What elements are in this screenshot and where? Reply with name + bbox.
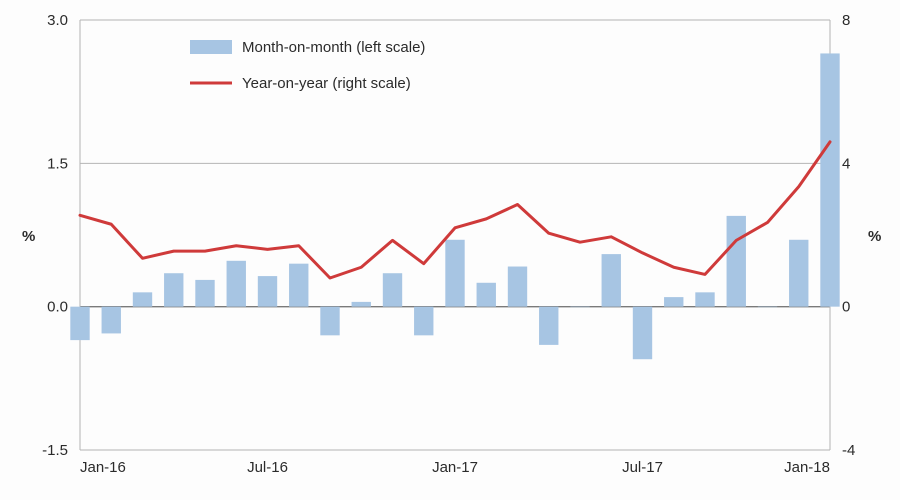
svg-text:%: %	[868, 228, 881, 245]
svg-text:Jul-16: Jul-16	[247, 459, 288, 476]
svg-text:%: %	[22, 228, 35, 245]
svg-text:-4: -4	[842, 442, 855, 459]
svg-text:Jan-18: Jan-18	[784, 459, 830, 476]
svg-text:0: 0	[842, 299, 850, 316]
svg-text:Year-on-year (right scale): Year-on-year (right scale)	[242, 75, 411, 92]
svg-text:Jul-17: Jul-17	[622, 459, 663, 476]
svg-text:Jan-16: Jan-16	[80, 459, 126, 476]
svg-text:-1.5: -1.5	[42, 442, 68, 459]
chart-container: -1.5 0.0 1.5 3.0 -4 0 4 8%% Jan-16 Jul-16 Jan-17 Ju…	[0, 0, 900, 500]
svg-text:0.0: 0.0	[47, 299, 68, 316]
svg-text:1.5: 1.5	[47, 155, 68, 172]
svg-text:4: 4	[842, 155, 850, 172]
svg-text:Jan-17: Jan-17	[432, 459, 478, 476]
svg-text:3.0: 3.0	[47, 12, 68, 29]
svg-text:8: 8	[842, 12, 850, 29]
svg-text:Month-on-month (left scale): Month-on-month (left scale)	[242, 39, 425, 56]
chart-svg: -1.5 0.0 1.5 3.0 -4 0 4 8%% Jan-16 Jul-16 Jan-17 Ju…	[0, 0, 900, 500]
